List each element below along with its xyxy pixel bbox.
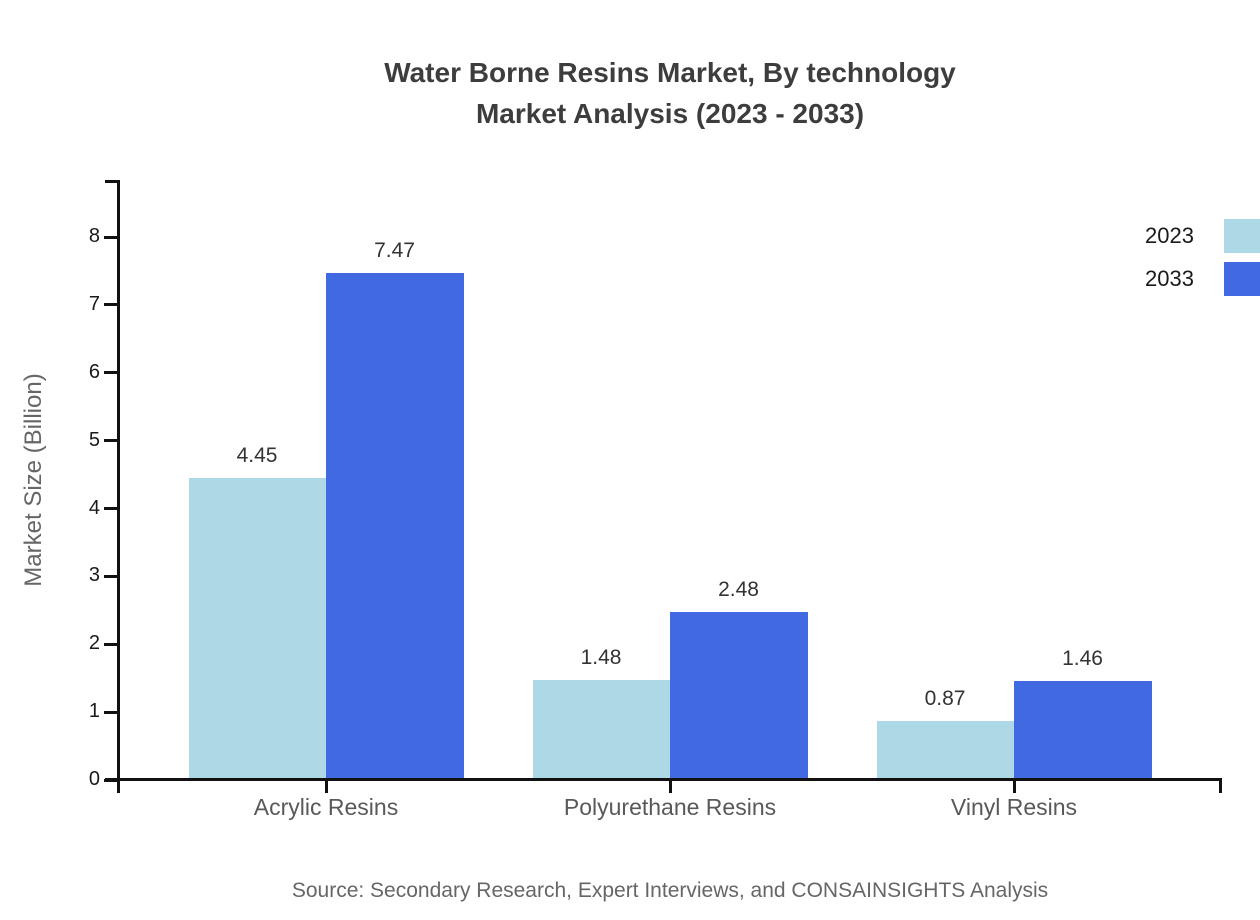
value-label: 1.48 [580,645,622,669]
y-axis-tick [104,574,118,578]
y-axis-tick-label: 7 [88,292,100,315]
legend-label: 2033 [1145,266,1194,291]
category-label: Vinyl Resins [950,794,1078,820]
y-axis-tick-label: 4 [88,496,100,519]
y-axis-tick-label: 0 [88,768,100,790]
bar-2033-acrylic-resins [326,272,464,780]
y-axis-tick-label: 5 [88,428,100,451]
category-label: Acrylic Resins [253,794,399,820]
y-axis-tick [104,235,118,239]
bar-2033-vinyl-resins [1014,680,1152,780]
category-label: Polyurethane Resins [563,794,777,820]
y-axis-end-cap [105,180,120,183]
x-axis-end-cap [1219,778,1222,793]
value-label: 7.47 [374,238,415,262]
y-axis-tick [104,439,118,443]
y-axis-line [117,180,120,793]
bar-2023-acrylic-resins [188,477,326,780]
value-label: 0.87 [924,686,966,710]
legend-swatch [1224,262,1260,296]
source-note: Source: Secondary Research, Expert Inter… [291,879,1049,902]
y-axis-tick [104,371,118,375]
legend-swatch [1224,219,1260,253]
bar-2023-vinyl-resins [876,720,1014,780]
x-axis-tick [668,781,672,793]
x-axis-tick [324,781,328,793]
bar-2033-polyurethane-resins [670,611,808,780]
legend-item-2033: 2033 [1145,262,1260,296]
value-label: 1.46 [1062,646,1103,670]
y-axis-tick-label: 1 [88,700,100,723]
legend: 2023 2033 [1145,219,1260,296]
chart-title: Water Borne Resins Market, By technology… [80,52,1260,134]
x-axis-tick [1012,781,1016,793]
y-axis-tick-label: 3 [88,564,100,587]
y-axis-tick-label: 2 [88,632,100,655]
value-label: 4.45 [236,443,278,467]
chart-title-line1: Water Borne Resins Market, By technology [384,57,956,88]
y-axis-tick-label: 6 [88,360,100,383]
chart-title-line2: Market Analysis (2023 - 2033) [475,98,865,129]
y-axis-title: Market Size (Billion) [20,373,47,587]
bar-2023-polyurethane-resins [532,679,670,780]
y-axis-tick [104,642,118,646]
y-axis-tick [104,710,118,714]
legend-item-2023: 2023 [1145,219,1260,253]
y-axis-tick [104,507,118,510]
x-axis-line [105,778,1222,781]
y-axis-tick [104,303,118,307]
value-label: 2.48 [718,577,759,601]
legend-label: 2023 [1145,223,1194,248]
y-axis-tick-label: 8 [88,225,100,247]
y-axis-tick [104,778,118,782]
